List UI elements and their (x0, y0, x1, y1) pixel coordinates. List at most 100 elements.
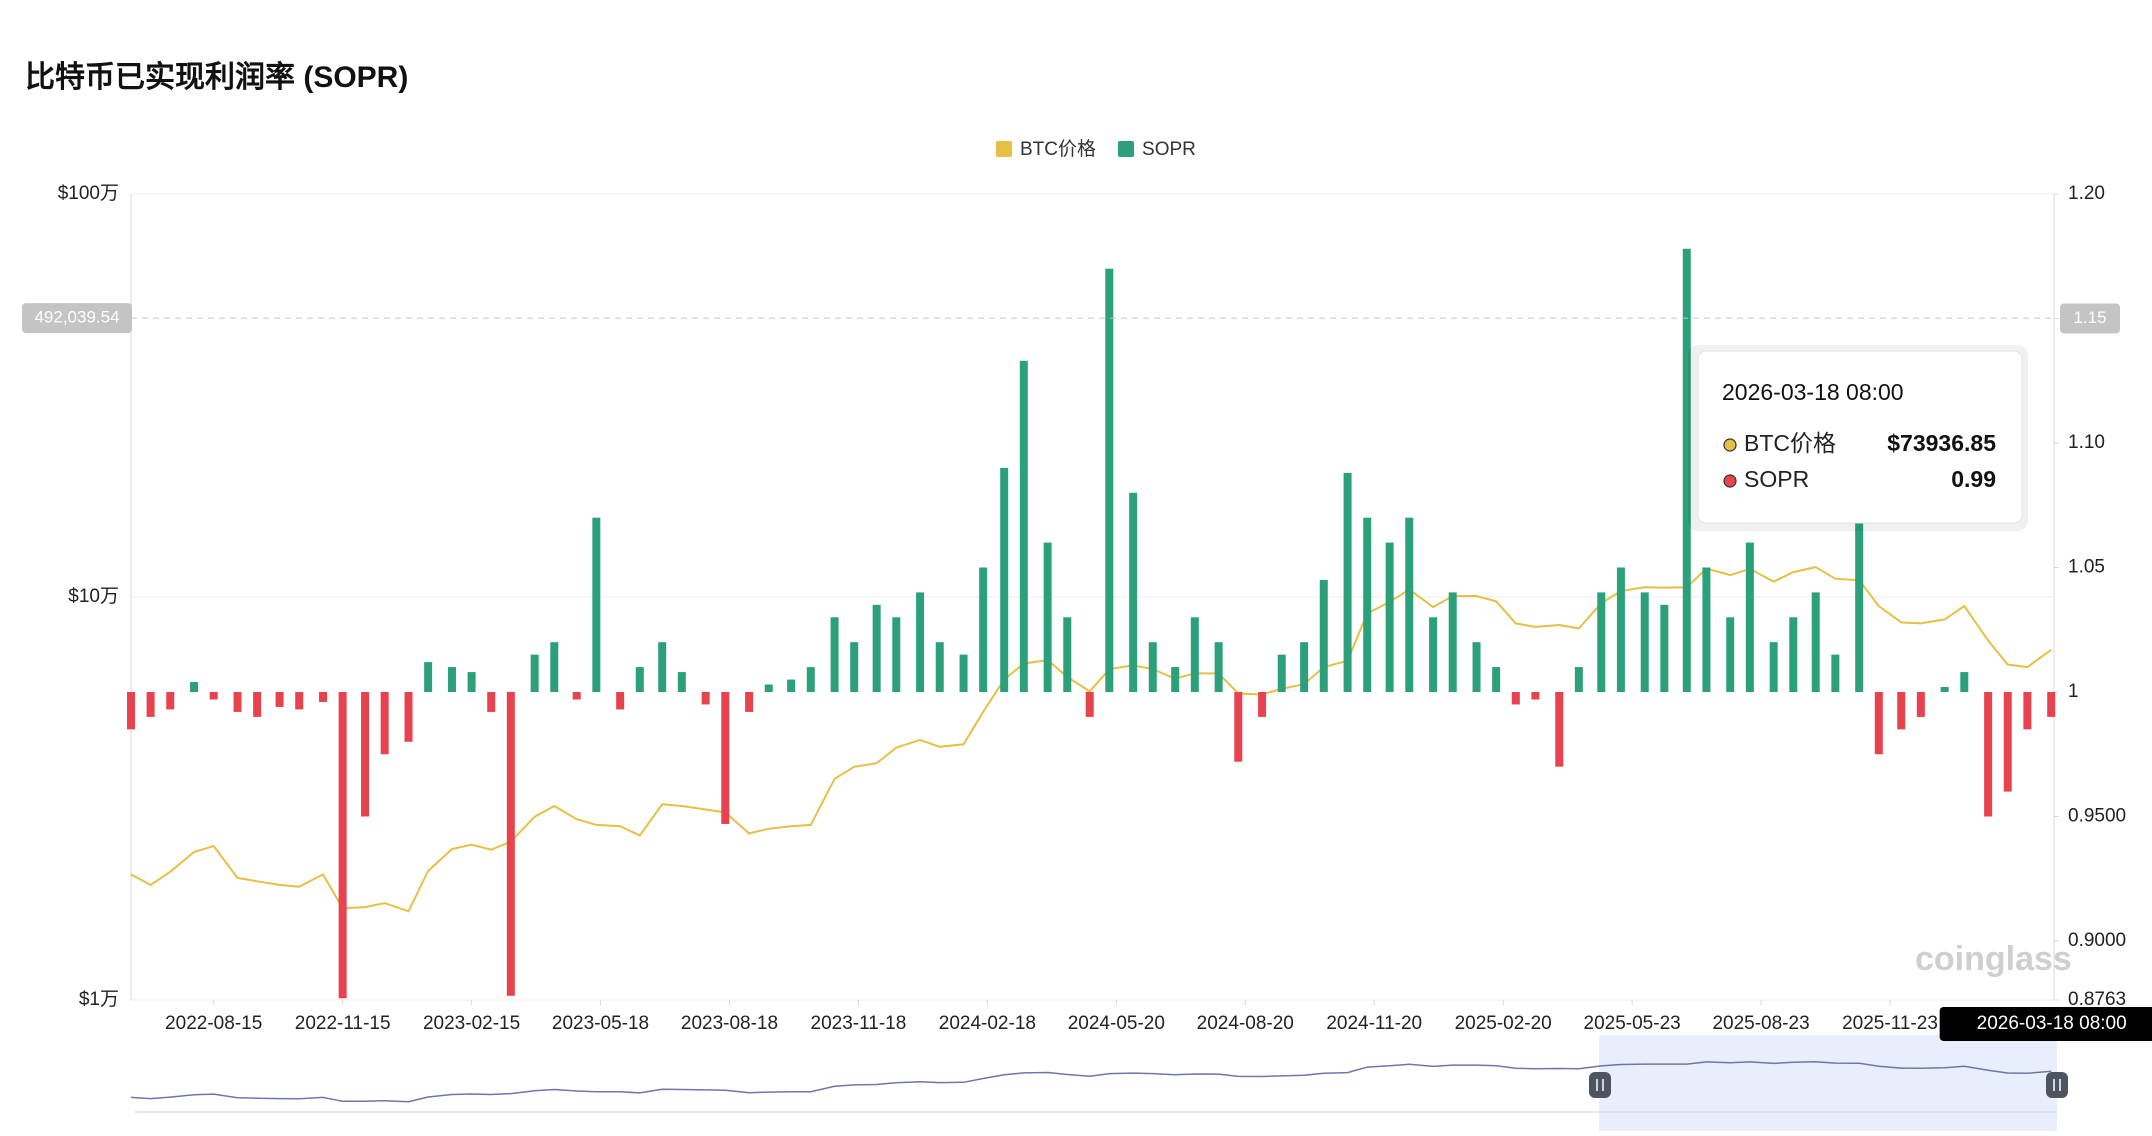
bar (338, 691, 347, 999)
bar (424, 662, 433, 692)
bar (209, 691, 218, 700)
x-tick-label: 2023-05-18 (552, 1013, 649, 1034)
x-tick-label: 2025-05-23 (1584, 1013, 1681, 1034)
bar (1555, 691, 1564, 767)
x-tick-label: 2025-08-23 (1712, 1013, 1809, 1034)
bar (2023, 691, 2032, 730)
bar (1511, 691, 1520, 705)
tooltip-dot (1723, 438, 1737, 452)
y2-tick-label: 0.8763 (2068, 989, 2126, 1010)
bar (253, 691, 262, 717)
price-line (130, 566, 2052, 913)
legend-label: SOPR (1142, 139, 1196, 160)
bar (1448, 592, 1457, 692)
bar (1300, 642, 1309, 692)
crosshair-x-label: 2026-03-18 08:00 (1977, 1013, 2127, 1034)
bar (1492, 667, 1501, 692)
bar (677, 672, 686, 692)
y-tick-label: $1万 (79, 989, 119, 1010)
x-tick-label: 2023-08-18 (681, 1013, 778, 1034)
tooltip: 2026-03-18 08:00 BTC价格 $73936.85 SOPR 0.99 (1688, 345, 2028, 531)
bar (1148, 642, 1157, 692)
tooltip-dot (1723, 474, 1737, 488)
bar (850, 642, 859, 692)
bar (764, 684, 773, 692)
x-tick-label: 2023-11-18 (811, 1013, 907, 1034)
bar (979, 567, 988, 692)
bar (1019, 360, 1028, 692)
bar (1789, 617, 1798, 692)
tooltip-name: BTC价格 (1744, 430, 1836, 456)
bar (1984, 691, 1993, 817)
y2-tick-label: 1 (2068, 681, 2079, 702)
bar (830, 617, 839, 692)
x-tick-label: 2025-02-20 (1455, 1013, 1552, 1034)
bar (959, 654, 968, 692)
bar (146, 691, 155, 717)
bar (1000, 467, 1009, 692)
legend: BTC价格 SOPR (996, 138, 1196, 160)
x-tick-label: 2024-02-18 (939, 1013, 1036, 1034)
bar (2047, 691, 2056, 717)
crosshair-y-badge (22, 303, 132, 334)
bar (1085, 691, 1094, 717)
bar (1385, 542, 1394, 692)
bar (1363, 517, 1372, 692)
bar (1190, 617, 1199, 692)
crosshair-y-label: 492,039.54 (34, 308, 119, 327)
tooltip-box (1697, 350, 2023, 524)
bar (1916, 691, 1925, 717)
bar (1960, 672, 1969, 692)
bar (467, 672, 476, 692)
crosshair-y2-badge (2060, 303, 2120, 334)
tooltip-name: SOPR (1744, 466, 1809, 492)
bar (1343, 472, 1352, 692)
bar (658, 642, 667, 692)
bar (1874, 691, 1883, 755)
bar (2003, 691, 2012, 792)
bar (295, 691, 304, 710)
bar (404, 691, 413, 742)
navigator-handle[interactable] (2046, 1072, 2068, 1098)
bar (616, 691, 625, 710)
bar (1745, 542, 1754, 692)
navigator-selection (1599, 1035, 2057, 1131)
bar (233, 691, 242, 712)
bar (1682, 248, 1691, 692)
bar (447, 667, 456, 692)
bar (1105, 268, 1114, 692)
bar (190, 682, 199, 692)
tooltip-value: $73936.85 (1887, 430, 1996, 456)
y2-tick-label: 1.05 (2068, 557, 2105, 578)
navigator-handle[interactable] (1589, 1072, 1611, 1098)
bar (892, 617, 901, 692)
bar (380, 691, 389, 755)
bar (1831, 654, 1840, 692)
bar (487, 691, 496, 712)
bar (1597, 592, 1606, 692)
bar (1574, 667, 1583, 692)
bar (1897, 691, 1906, 730)
bar (916, 592, 925, 692)
crosshair-y2-label: 1.15 (2073, 308, 2106, 327)
y-tick-label: $10万 (68, 586, 119, 607)
bar (1660, 604, 1669, 692)
bar (506, 691, 515, 996)
x-tick-label: 2023-02-15 (423, 1013, 520, 1034)
chart-title: 比特币已实现利润率 (SOPR) (25, 60, 408, 94)
bar (1214, 642, 1223, 692)
bar (550, 642, 559, 692)
x-tick-label: 2024-08-20 (1197, 1013, 1294, 1034)
bar (1702, 567, 1711, 692)
bar (1640, 592, 1649, 692)
bar (1258, 691, 1267, 717)
legend-label: BTC价格 (1020, 138, 1096, 160)
watermark: coinglass (1915, 940, 2072, 978)
bar (361, 691, 370, 817)
x-tick-label: 2024-05-20 (1068, 1013, 1165, 1034)
bar (1616, 567, 1625, 692)
bar (1855, 517, 1864, 692)
tooltip-title: 2026-03-18 08:00 (1722, 379, 1904, 405)
y2-tick-label: 0.9500 (2068, 806, 2126, 827)
bar (1234, 691, 1243, 762)
